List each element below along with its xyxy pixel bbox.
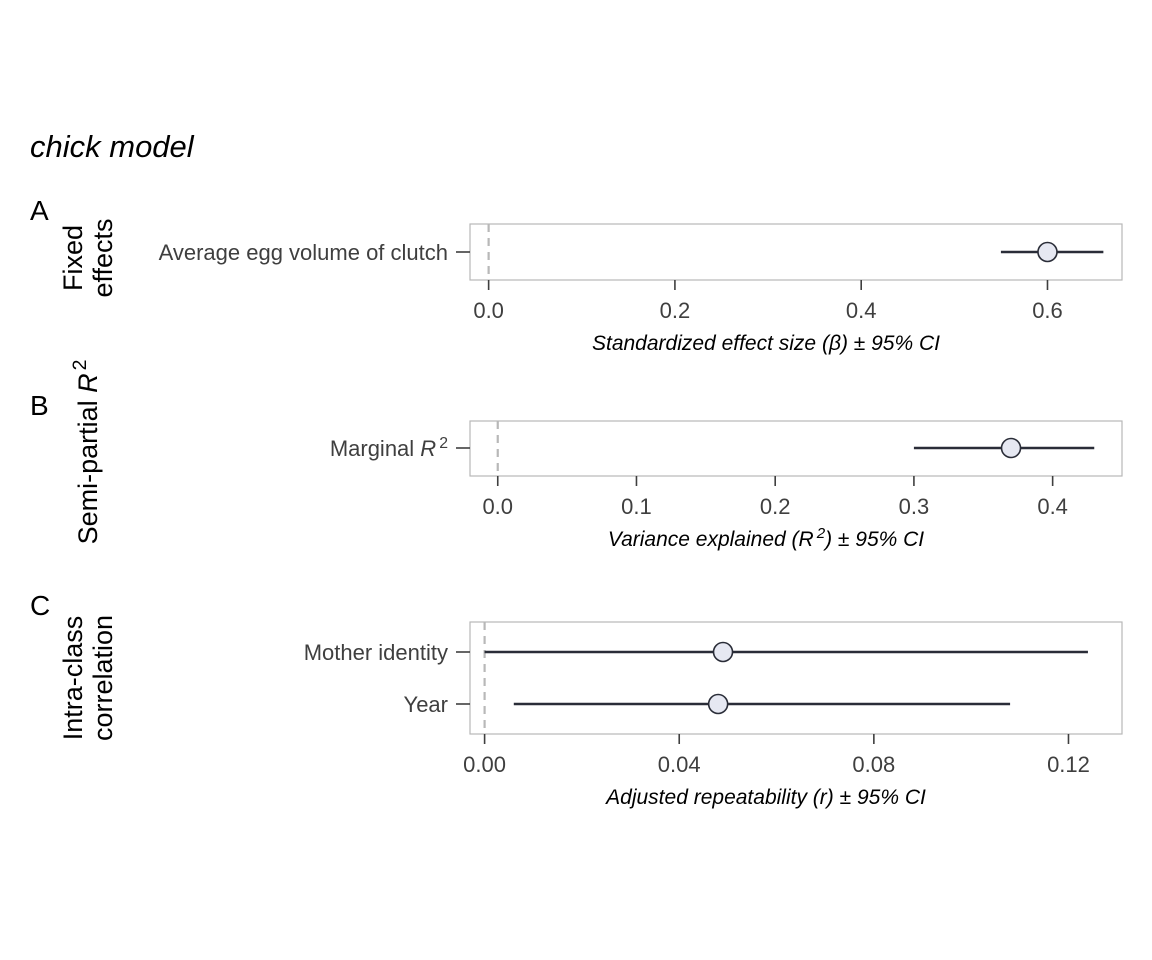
- x-tick-label: 0.4: [1037, 494, 1068, 519]
- x-tick-label: 0.12: [1047, 752, 1090, 777]
- panel-letter: C: [30, 590, 50, 621]
- estimate-point: [707, 693, 729, 715]
- panel-letter: A: [30, 195, 49, 226]
- x-tick-label: 0.4: [846, 298, 877, 323]
- x-tick-label: 0.2: [760, 494, 791, 519]
- x-axis-title: Variance explained (R 2) ± 95% CI: [608, 525, 924, 552]
- x-tick-label: 0.00: [463, 752, 506, 777]
- panel-b: B Semi-partial R2 0.0 0.1 0.2 0.3 0.4 Variance …: [30, 360, 1123, 552]
- row-label: Average egg volume of clutch: [159, 240, 448, 265]
- x-axis-title: Adjusted repeatability (r) ± 95% CI: [604, 786, 926, 809]
- x-tick-label: 0.0: [473, 298, 504, 323]
- strip-label: Intra-classcorrelation: [58, 615, 118, 741]
- panel-a: A Fixedeffects 0.0 0.2 0.4 0.6 Standardized ef…: [30, 195, 1123, 355]
- estimate-point: [1000, 437, 1022, 459]
- row-label: Mother identity: [304, 640, 448, 665]
- x-tick-label: 0.6: [1032, 298, 1063, 323]
- row-label: Year: [404, 692, 448, 717]
- strip-label: Semi-partial R2: [69, 360, 103, 545]
- strip-label: Fixedeffects: [58, 218, 118, 297]
- estimate-point: [1037, 241, 1058, 263]
- x-tick-label: 0.3: [899, 494, 930, 519]
- chart-title: chick model: [30, 129, 195, 164]
- panels-group: A Fixedeffects 0.0 0.2 0.4 0.6 Standardized ef…: [30, 195, 1123, 809]
- panel-letter: B: [30, 390, 49, 421]
- x-tick-label: 0.2: [660, 298, 691, 323]
- estimate-point: [712, 641, 734, 663]
- panel-c: C Intra-classcorrelation 0.00 0.04 0.08 0.12 A…: [30, 590, 1123, 809]
- panel-border: [469, 621, 1123, 735]
- x-tick-label: 0.1: [621, 494, 652, 519]
- x-tick-label: 0.0: [482, 494, 513, 519]
- x-axis-title: Standardized effect size (β) ± 95% CI: [592, 332, 940, 355]
- x-tick-label: 0.04: [658, 752, 701, 777]
- x-tick-label: 0.08: [852, 752, 895, 777]
